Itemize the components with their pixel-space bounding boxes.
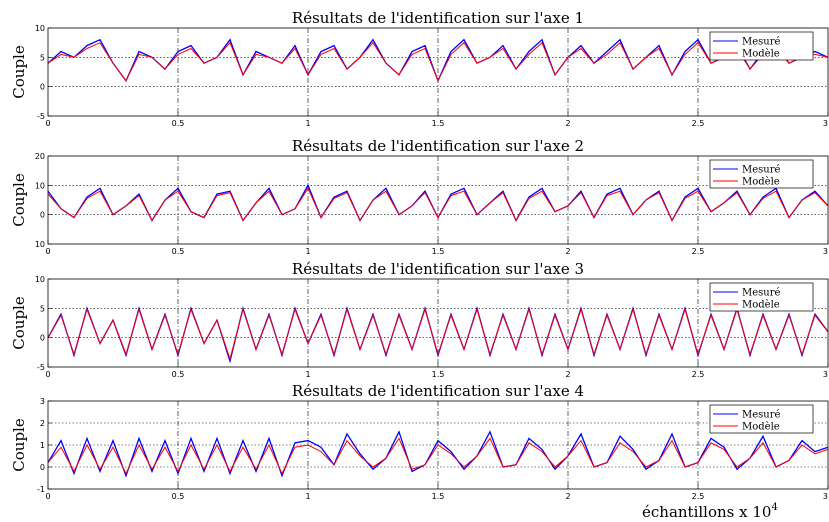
panels-group: Résultats de l'identification sur l'axe … <box>10 9 829 501</box>
x-tick-label: 2.5 <box>692 247 705 256</box>
x-tick-label: 2.5 <box>692 492 705 501</box>
subplot-2: Résultats de l'identification sur l'axe … <box>10 137 829 256</box>
x-tick-label: 0.5 <box>172 247 185 256</box>
subplot-4: Résultats de l'identification sur l'axe … <box>10 382 829 501</box>
series-line-modele <box>47 41 829 83</box>
legend-label-modele: Modèle <box>742 422 780 433</box>
y-tick-label: 0 <box>40 463 45 472</box>
legend-box <box>709 404 814 434</box>
x-tick-label: 2 <box>565 370 570 379</box>
legend-label-mesure: Mesuré <box>742 410 781 421</box>
y-tick-label: 0 <box>40 334 45 343</box>
x-tick-label: 3 <box>823 247 828 256</box>
x-tick-label: 3 <box>823 370 828 379</box>
y-tick-label: 5 <box>40 53 45 62</box>
y-tick-label: 5 <box>40 304 45 313</box>
y-tick-label: 20 <box>35 152 45 161</box>
y-tick-label: 10 <box>35 240 45 249</box>
x-tick-label: 0.5 <box>172 492 185 501</box>
subplot-title: Résultats de l'identification sur l'axe … <box>292 9 584 27</box>
legend-label-modele: Modèle <box>742 177 780 188</box>
x-tick-label: 2.5 <box>692 119 705 128</box>
series-line-modele <box>47 187 829 222</box>
y-axis-label: Couple <box>10 296 28 350</box>
x-tick-label: 2.5 <box>692 370 705 379</box>
x-tick-label: 0.5 <box>172 370 185 379</box>
subplot-3: Résultats de l'identification sur l'axe … <box>10 260 829 379</box>
x-tick-label: 1.5 <box>432 370 445 379</box>
legend-label-modele: Modèle <box>742 49 780 60</box>
y-axis-label: Couple <box>10 173 28 227</box>
y-tick-label: 3 <box>40 397 45 406</box>
x-axis-label: échantillons x 104 <box>642 502 778 521</box>
x-tick-label: 0 <box>45 370 50 379</box>
legend-label-mesure: Mesuré <box>742 37 781 48</box>
series-line-modele <box>47 307 829 361</box>
y-tick-label: 10 <box>35 275 45 284</box>
y-tick-label: 10 <box>35 24 45 33</box>
y-tick-label: 0 <box>40 211 45 220</box>
subplot-title: Résultats de l'identification sur l'axe … <box>292 137 584 155</box>
x-tick-label: 2 <box>565 247 570 256</box>
legend-box <box>709 159 814 189</box>
x-tick-label: 0 <box>45 492 50 501</box>
y-tick-label: 1 <box>40 441 45 450</box>
x-tick-label: 2 <box>565 119 570 128</box>
legend-label-mesure: Mesuré <box>742 288 781 299</box>
x-axis-label-base: échantillons x 10 <box>642 503 771 521</box>
x-tick-label: 0 <box>45 119 50 128</box>
x-tick-label: 1 <box>305 370 310 379</box>
y-tick-label: 0 <box>40 83 45 92</box>
y-tick-label: -5 <box>37 112 45 121</box>
x-tick-label: 0 <box>45 247 50 256</box>
x-tick-label: 1.5 <box>432 492 445 501</box>
x-tick-label: 3 <box>823 492 828 501</box>
legend-label-modele: Modèle <box>742 300 780 311</box>
x-tick-label: 1.5 <box>432 119 445 128</box>
subplot-title: Résultats de l'identification sur l'axe … <box>292 260 584 278</box>
x-tick-label: 1 <box>305 247 310 256</box>
x-tick-label: 1 <box>305 119 310 128</box>
subplot-title: Résultats de l'identification sur l'axe … <box>292 382 584 400</box>
x-tick-label: 1 <box>305 492 310 501</box>
y-tick-label: -1 <box>37 485 45 494</box>
y-tick-label: 2 <box>40 419 45 428</box>
legend-label-mesure: Mesuré <box>742 165 781 176</box>
y-tick-label: -5 <box>37 363 45 372</box>
x-tick-label: 1.5 <box>432 247 445 256</box>
y-tick-label: 10 <box>35 181 45 190</box>
subplot-1: Résultats de l'identification sur l'axe … <box>10 9 829 128</box>
x-tick-label: 3 <box>823 119 828 128</box>
y-axis-label: Couple <box>10 45 28 99</box>
legend-box <box>709 282 814 312</box>
y-axis-label: Couple <box>10 418 28 472</box>
x-tick-label: 0.5 <box>172 119 185 128</box>
x-axis-label-exponent: 4 <box>771 502 777 513</box>
series-line-modele <box>47 437 829 475</box>
legend-box <box>709 31 814 61</box>
x-tick-label: 2 <box>565 492 570 501</box>
